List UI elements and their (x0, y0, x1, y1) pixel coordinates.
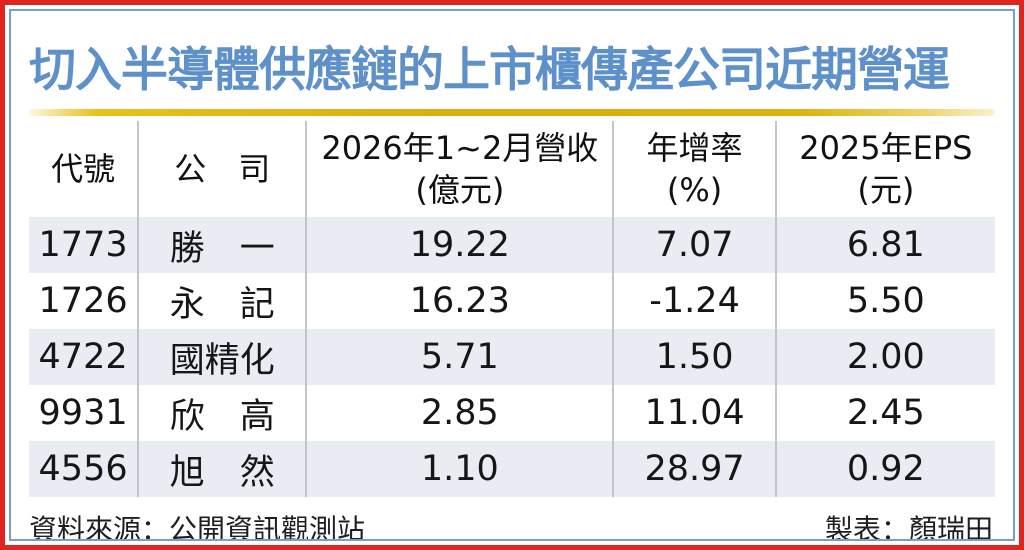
cell-eps: 2.00 (775, 329, 995, 385)
cell-yoy: 7.07 (613, 217, 777, 273)
column-header-yoy: 年增率 (%) (613, 121, 777, 217)
column-header-label: 2026年1~2月營收 (321, 128, 599, 167)
cell-revenue: 2.85 (306, 385, 615, 441)
table-row: 4556 旭 然 1.10 28.97 0.92 (29, 441, 995, 497)
table-row: 1726 永 記 16.23 -1.24 5.50 (29, 273, 995, 329)
cell-code: 4722 (29, 329, 140, 385)
cell-code: 1773 (29, 217, 140, 273)
cell-eps: 2.45 (775, 385, 995, 441)
gold-divider (29, 109, 995, 116)
credit-note: 製表：顏瑞田 (824, 513, 993, 541)
cell-revenue: 16.23 (306, 273, 615, 329)
blue-inner-panel: 切入半導體供應鏈的上市櫃傳產公司近期營運 代號 公 司 2026 (9, 9, 1015, 541)
cell-company: 國精化 (138, 329, 308, 385)
column-header-eps: 2025年EPS (元) (775, 121, 995, 217)
column-header-label: 代號 (51, 149, 116, 188)
table-row: 1773 勝 一 19.22 7.07 6.81 (29, 217, 995, 273)
cell-yoy: 1.50 (613, 329, 777, 385)
company-operations-table: 代號 公 司 2026年1~2月營收 (億元) 年增率 (%) (29, 121, 995, 497)
column-header-unit: (元) (857, 171, 915, 209)
column-header-code: 代號 (29, 121, 140, 217)
cell-revenue: 1.10 (306, 441, 615, 497)
cell-company: 永 記 (138, 273, 308, 329)
column-header-unit: (億元) (415, 171, 505, 209)
cell-code: 1726 (29, 273, 140, 329)
column-header-unit: (%) (666, 171, 723, 209)
cell-revenue: 5.71 (306, 329, 615, 385)
column-header-label: 公 司 (174, 149, 271, 188)
cell-company: 欣 高 (138, 385, 308, 441)
column-header-label: 年增率 (646, 128, 743, 167)
table-row: 4722 國精化 5.71 1.50 2.00 (29, 329, 995, 385)
cell-code: 4556 (29, 441, 140, 497)
page-title: 切入半導體供應鏈的上市櫃傳產公司近期營運 (29, 42, 950, 98)
cell-yoy: -1.24 (613, 273, 777, 329)
cell-code: 9931 (29, 385, 140, 441)
footer: 資料來源：公開資訊觀測站 製表：顏瑞田 (29, 506, 995, 541)
cell-yoy: 11.04 (613, 385, 777, 441)
source-note: 資料來源：公開資訊觀測站 (29, 513, 366, 541)
cell-eps: 5.50 (775, 273, 995, 329)
cell-company: 勝 一 (138, 217, 308, 273)
cell-eps: 6.81 (775, 217, 995, 273)
table-row: 9931 欣 高 2.85 11.04 2.45 (29, 385, 995, 441)
column-header-revenue: 2026年1~2月營收 (億元) (306, 121, 615, 217)
cell-yoy: 28.97 (613, 441, 777, 497)
column-header-label: 2025年EPS (799, 128, 973, 167)
cell-eps: 0.92 (775, 441, 995, 497)
column-header-company: 公 司 (138, 121, 308, 217)
cell-company: 旭 然 (138, 441, 308, 497)
table-header-row: 代號 公 司 2026年1~2月營收 (億元) 年增率 (%) (29, 121, 995, 217)
cell-revenue: 19.22 (306, 217, 615, 273)
